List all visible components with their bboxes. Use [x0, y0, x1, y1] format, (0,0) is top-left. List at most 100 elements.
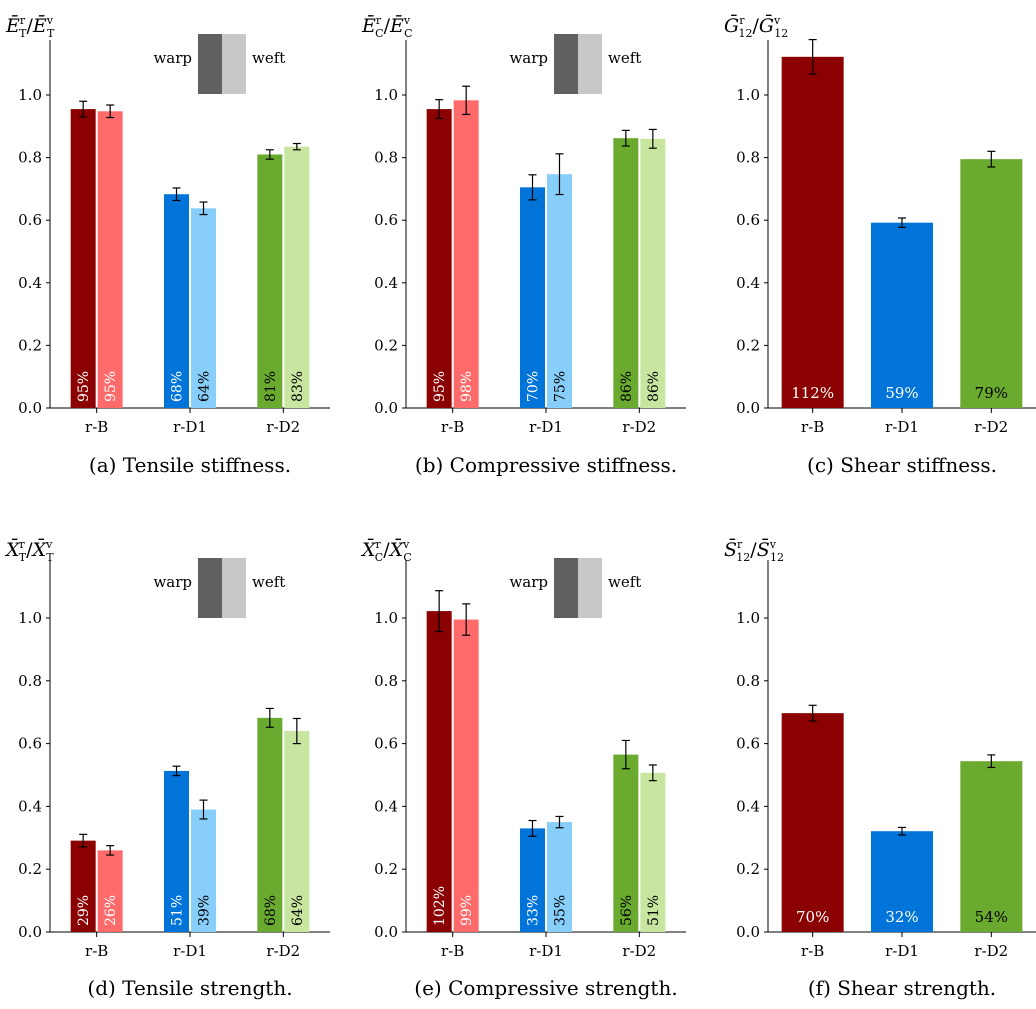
legend-weft-label: weft [252, 49, 285, 67]
y-tick-label: 0.6 [374, 735, 398, 753]
error-bar-r-D1-warp [528, 819, 537, 837]
error-bar-r-D1-weft [555, 815, 564, 829]
error-bar-r-D1-weft [199, 799, 208, 820]
bar-r-B [781, 56, 844, 409]
data-label-r-D1-warp: 70% [526, 371, 542, 402]
x-tick-label-r-B: r-B [801, 418, 824, 436]
panel-d: 0.0 0.2 0.4 0.6 0.8 1.0 X̄r T/X̄v T warp weft r-B 29… [4, 538, 330, 1000]
panel-e: 0.0 0.2 0.4 0.6 0.8 1.0 X̄r C/X̄v C warp weft r-B 10… [360, 538, 686, 1000]
data-label-r-D2-weft: 86% [646, 371, 662, 402]
x-tick-label-r-D2: r-D2 [974, 942, 1008, 960]
y-tick-label: 0.6 [736, 211, 760, 229]
y-tick-label: 0.0 [374, 923, 398, 941]
y-tick-label: 0.0 [736, 399, 760, 417]
legend-warp-swatch [554, 558, 578, 618]
error-bar-r-B [808, 38, 817, 75]
y-tick-label: 0.8 [736, 672, 760, 690]
bar-r-D2 [960, 761, 1023, 932]
legend-warp-swatch [554, 34, 578, 94]
data-label-r-D1-warp: 51% [170, 895, 186, 926]
x-tick-label-r-D1: r-D1 [529, 942, 563, 960]
y-tick-label: 1.0 [736, 609, 760, 627]
x-tick-label-r-D1: r-D1 [885, 418, 919, 436]
data-label-r-D2: 54% [975, 908, 1008, 926]
data-label-r-D1-weft: 64% [197, 371, 213, 402]
bar-r-B-weft [97, 850, 123, 932]
legend-warp-swatch [198, 34, 222, 94]
bar-r-D2-weft [640, 138, 666, 408]
error-bar-r-B [808, 704, 817, 722]
bar-r-D2-warp [257, 717, 283, 932]
x-tick-label-r-D2: r-D2 [622, 942, 656, 960]
y-axis-label: Ēr T/Ēv T [5, 14, 55, 40]
y-tick-label: 0.6 [736, 735, 760, 753]
legend-warp-label: warp [509, 49, 548, 67]
y-tick-label: 0.6 [18, 735, 42, 753]
data-label-r-B-warp: 29% [76, 895, 92, 926]
bar-r-D2-weft [640, 772, 666, 932]
panel-caption: (a) Tensile stiffness. [89, 453, 291, 477]
error-bar-r-D1-weft [555, 153, 564, 196]
y-tick-label: 0.2 [736, 336, 760, 354]
error-bar-r-D2-weft [292, 717, 301, 745]
y-tick-label: 0.0 [18, 923, 42, 941]
panel-c: 0.0 0.2 0.4 0.6 0.8 1.0 Ḡr 12/Ḡv 12 r-B 112% r-D1 59… [724, 13, 1036, 477]
panel-caption: (f) Shear strength. [808, 976, 996, 1000]
panel-b: 0.0 0.2 0.4 0.6 0.8 1.0 Ēr C/Ēv C warp weft r-B 95% 9… [361, 14, 686, 477]
data-label-r-D2-warp: 86% [619, 371, 635, 402]
error-bar-r-D2-warp [265, 149, 274, 160]
panel-caption: (e) Compressive strength. [414, 976, 677, 1000]
bar-r-D1-warp [164, 194, 189, 408]
bar-r-B-warp [70, 109, 96, 409]
data-label-r-D2-warp: 68% [263, 895, 279, 926]
bar-r-D1-weft [191, 208, 216, 408]
y-tick-label: 0.4 [736, 274, 760, 292]
error-bar-r-D2-weft [292, 142, 301, 151]
error-bar-r-B-weft [106, 845, 115, 856]
error-bar-r-D1 [898, 826, 906, 836]
y-tick-label: 0.8 [374, 672, 398, 690]
data-label-r-D1-weft: 75% [553, 371, 569, 402]
bar-r-B-warp [426, 109, 452, 409]
legend-weft-swatch [222, 34, 246, 94]
error-bar-r-D2-warp [621, 739, 630, 770]
bar-r-D2-warp [613, 754, 639, 932]
data-label-r-B-weft: 98% [459, 371, 475, 402]
error-bar-r-B-warp [79, 833, 88, 848]
y-tick-label: 1.0 [18, 86, 42, 104]
data-label-r-D2-warp: 56% [619, 895, 635, 926]
error-bar-r-D1-warp [172, 187, 181, 202]
data-label-r-B: 70% [796, 908, 829, 926]
data-label-r-B-weft: 95% [103, 371, 119, 402]
y-tick-label: 0.8 [18, 672, 42, 690]
error-bar-r-D2 [987, 754, 996, 769]
bar-r-B-weft [453, 100, 479, 409]
x-tick-label-r-D2: r-D2 [266, 418, 300, 436]
bar-r-D2-weft [284, 731, 310, 932]
y-tick-label: 0.8 [736, 149, 760, 167]
y-tick-label: 1.0 [736, 86, 760, 104]
error-bar-r-B-weft [106, 104, 115, 119]
bar-r-D2 [960, 159, 1023, 408]
error-bar-r-D1-warp [528, 174, 537, 201]
bar-r-D2-warp [613, 138, 639, 408]
y-tick-label: 1.0 [18, 609, 42, 627]
bar-r-D1-warp [520, 828, 545, 932]
bar-r-D1-weft [547, 822, 572, 932]
bar-r-B-warp [70, 840, 96, 932]
data-label-r-D1-weft: 39% [197, 895, 213, 926]
y-tick-label: 0.0 [374, 399, 398, 417]
data-label-r-D1-warp: 68% [170, 371, 186, 402]
y-tick-label: 0.4 [18, 274, 42, 292]
x-tick-label-r-D2: r-D2 [974, 418, 1008, 436]
data-label-r-B-weft: 99% [459, 895, 475, 926]
error-bar-r-B-warp [435, 590, 444, 633]
legend-weft-label: weft [252, 573, 285, 591]
error-bar-r-D2-weft [648, 128, 657, 149]
y-tick-label: 0.2 [374, 860, 398, 878]
legend-weft-swatch [578, 558, 602, 618]
y-tick-label: 0.2 [18, 860, 42, 878]
y-tick-label: 1.0 [374, 609, 398, 627]
legend: warp weft [153, 34, 285, 94]
